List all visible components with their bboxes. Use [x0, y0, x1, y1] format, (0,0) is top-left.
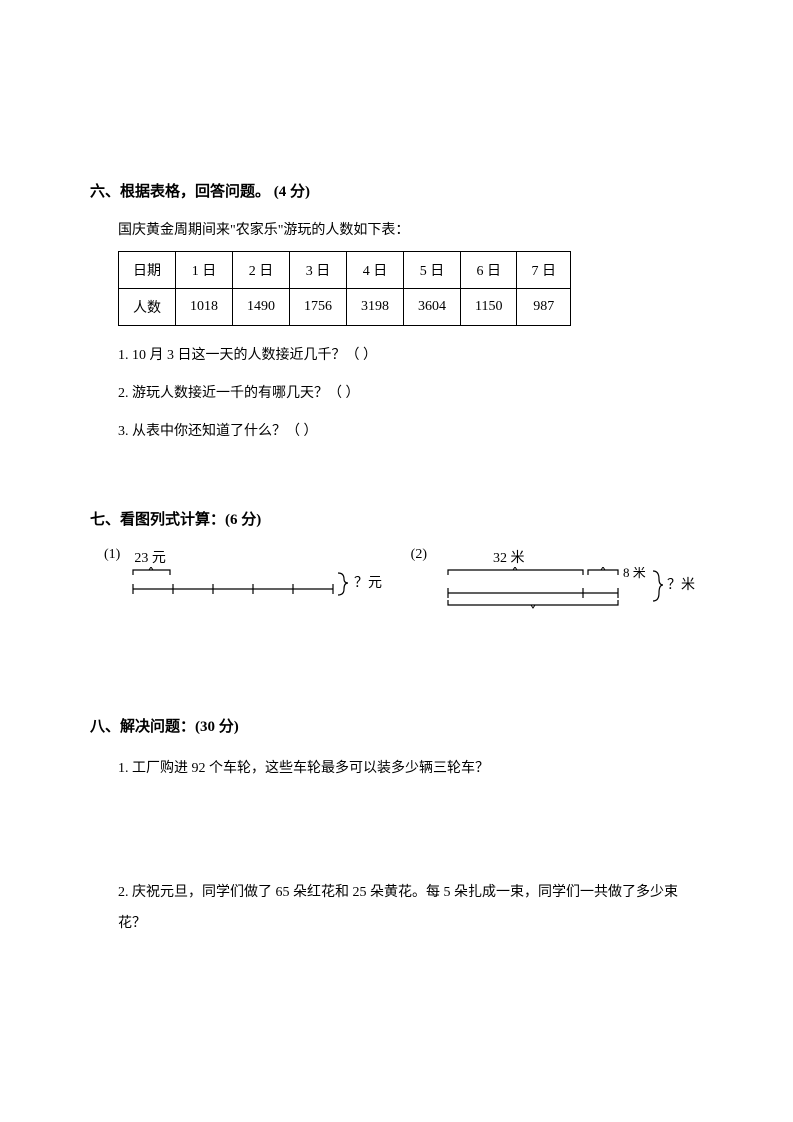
table-header-cell: 日期 — [119, 252, 176, 289]
diagram1-top-label: 23 元 — [134, 547, 398, 567]
visitors-table: 日期 1 日 2 日 3 日 4 日 5 日 6 日 7 日 人数 1018 1… — [118, 251, 571, 326]
table-data-cell: 3198 — [347, 289, 404, 326]
table-header-cell: 2 日 — [233, 252, 290, 289]
table-data-row: 人数 1018 1490 1756 3198 3604 1150 987 — [119, 289, 571, 326]
section8-title: 八、解决问题：(30 分) — [90, 715, 703, 736]
table-row-label: 人数 — [119, 289, 176, 326]
table-data-cell: 987 — [517, 289, 571, 326]
diagram1-result: ？元 — [354, 576, 382, 591]
section6-q1: 1. 10 月 3 日这一天的人数接近几千？（ ） — [118, 344, 703, 364]
section6-q2: 2. 游玩人数接近一千的有哪几天？（ ） — [118, 382, 703, 402]
diagram2-small-label: 8 米 — [623, 567, 646, 580]
table-data-cell: 1756 — [290, 289, 347, 326]
table-data-cell: 1150 — [461, 289, 517, 326]
section6-intro: 国庆黄金周期间来"农家乐"游玩的人数如下表： — [118, 219, 703, 239]
diagram-2: (2) 32 米 8 米 — [411, 547, 703, 615]
table-header-cell: 6 日 — [461, 252, 517, 289]
section6-q3: 3. 从表中你还知道了什么？（ ） — [118, 420, 703, 440]
table-header-cell: 7 日 — [517, 252, 571, 289]
section8-q2: 2. 庆祝元旦，同学们做了 65 朵红花和 25 朵黄花。每 5 朵扎成一束，同… — [118, 878, 703, 940]
section8-q1: 1. 工厂购进 92 个车轮，这些车轮最多可以装多少辆三轮车？ — [118, 754, 703, 785]
diagram2-index: (2) — [411, 547, 427, 563]
table-data-cell: 1018 — [176, 289, 233, 326]
section7-title: 七、看图列式计算：(6 分) — [90, 508, 703, 529]
diagram2-result: ？米 — [667, 577, 695, 593]
diagram2-top-label: 32 米 — [493, 547, 703, 567]
table-data-cell: 1490 — [233, 289, 290, 326]
table-data-cell: 3604 — [404, 289, 461, 326]
table-header-cell: 3 日 — [290, 252, 347, 289]
diagrams-container: (1) 23 元 ？元 — [104, 547, 703, 615]
diagram1-svg: ？元 — [128, 567, 398, 607]
table-header-cell: 4 日 — [347, 252, 404, 289]
diagram-1: (1) 23 元 ？元 — [104, 547, 411, 615]
table-header-cell: 5 日 — [404, 252, 461, 289]
diagram1-index: (1) — [104, 547, 120, 563]
table-header-cell: 1 日 — [176, 252, 233, 289]
section6-title: 六、根据表格，回答问题。 (4 分) — [90, 180, 703, 201]
table-header-row: 日期 1 日 2 日 3 日 4 日 5 日 6 日 7 日 — [119, 252, 571, 289]
diagram2-svg: 8 米 ？米 — [443, 567, 703, 615]
